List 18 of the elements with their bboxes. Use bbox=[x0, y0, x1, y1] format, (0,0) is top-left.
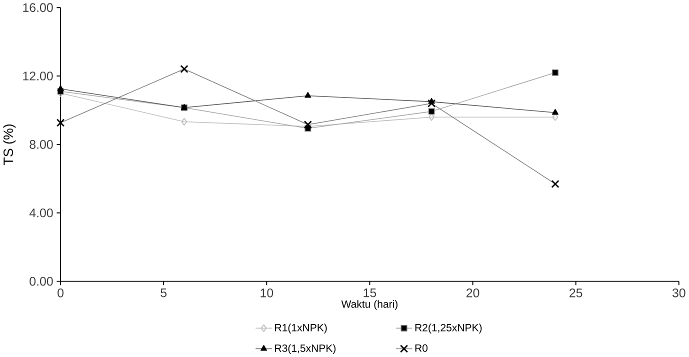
x-tick-label: 30 bbox=[672, 288, 686, 298]
x-tick-label: 20 bbox=[466, 288, 480, 298]
legend-label: R3(1,5xNPK) bbox=[275, 344, 336, 354]
legend-label: R0 bbox=[415, 344, 428, 352]
y-tick-label: 16.00 bbox=[23, 3, 53, 12]
x-tick-label: 25 bbox=[570, 288, 582, 298]
x-tick-label: 0 bbox=[58, 288, 64, 298]
y-tick-label: 8.00 bbox=[30, 140, 53, 149]
y-tick-label: 4.00 bbox=[29, 208, 53, 218]
legend-label: R2(1,25xNPK) bbox=[415, 324, 482, 334]
legend-label: R1(1xNPK) bbox=[275, 324, 327, 334]
x-tick-label: 10 bbox=[260, 288, 274, 298]
x-axis-title: Waktu (hari) bbox=[341, 300, 398, 310]
y-axis-title: TS (%) bbox=[3, 124, 16, 165]
x-tick-label: 5 bbox=[160, 288, 167, 298]
y-tick-label: 12.00 bbox=[23, 72, 53, 80]
x-tick-label: 15 bbox=[364, 288, 376, 298]
y-tick-label: 0.00 bbox=[30, 276, 53, 286]
